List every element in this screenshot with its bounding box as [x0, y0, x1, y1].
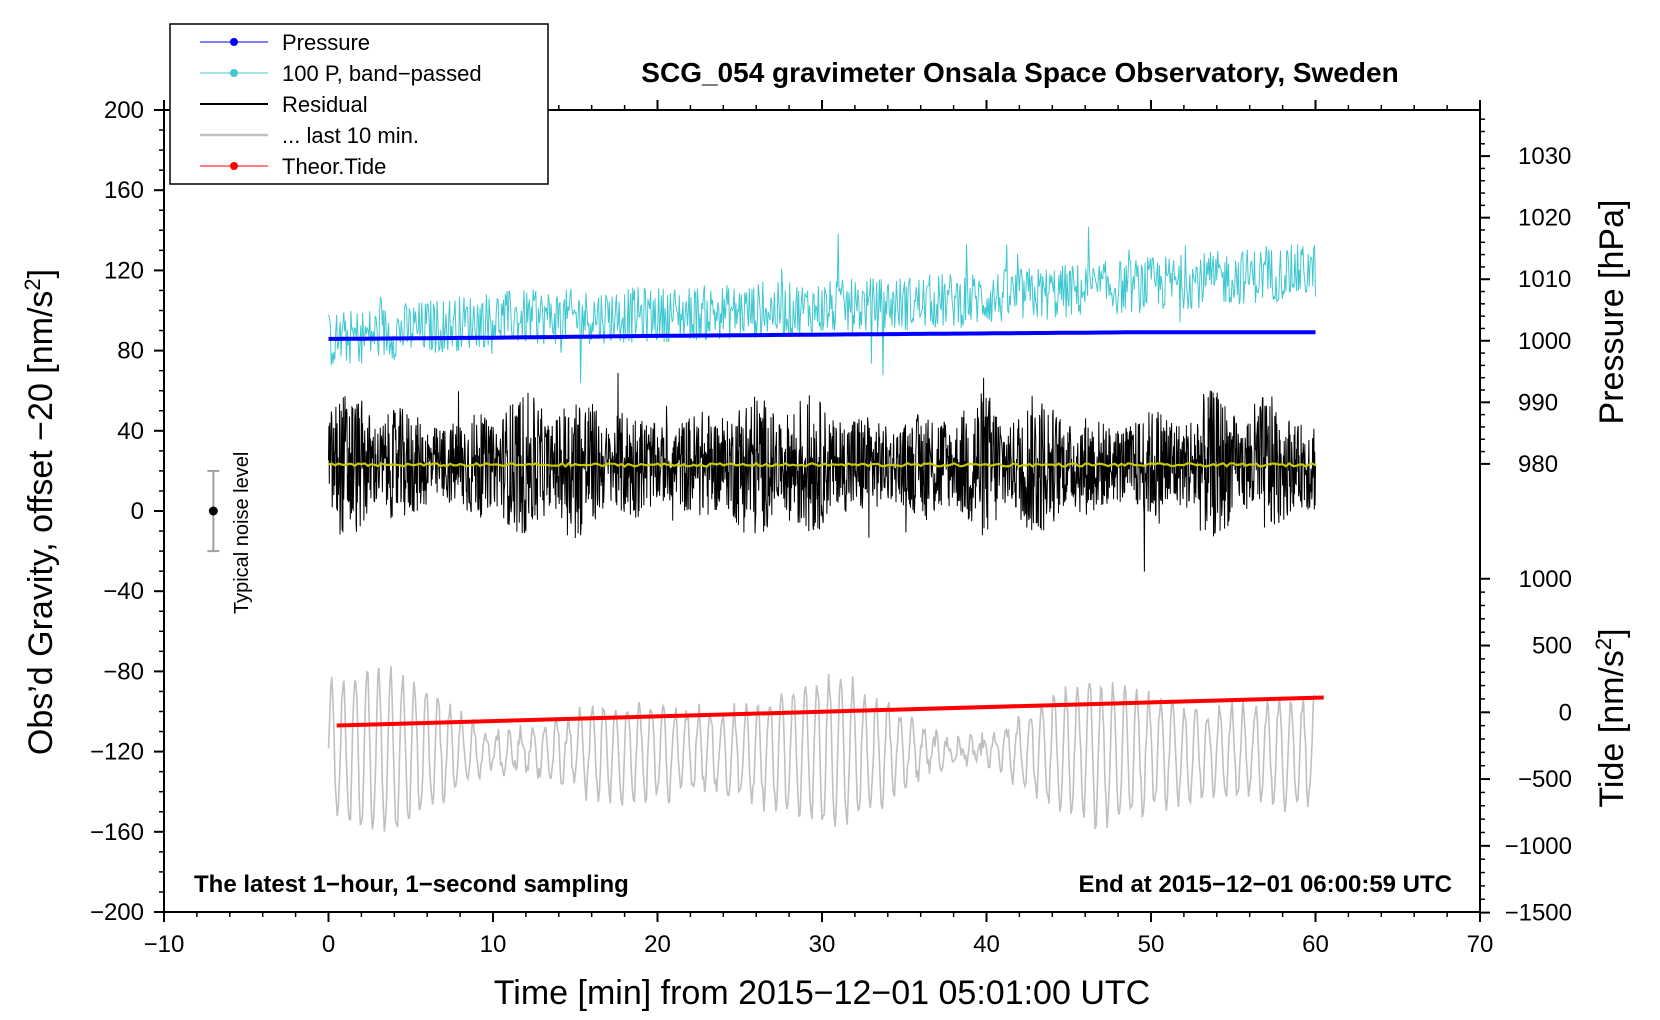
pressure-series: [328, 330, 1316, 341]
y-tick-label: −120: [90, 739, 144, 766]
band-passed-pressure-series: [328, 226, 1316, 383]
noise-label: Typical noise level: [231, 452, 253, 614]
x-tick-label: 20: [644, 931, 671, 958]
y-tick-label: 0: [131, 498, 144, 525]
y-tick-label: 120: [104, 257, 144, 284]
y-tick-label: −40: [103, 578, 144, 605]
y-axis-title-main: Obs’d Gravity, offset −20 [nm/s: [22, 291, 60, 756]
residual-series: [328, 372, 1316, 572]
tide-tick-label: 0: [1559, 699, 1572, 726]
y-tick-label: 40: [117, 418, 144, 445]
y-axis-pressure: 980 990 1000 1010 1020 1030: [1480, 118, 1571, 478]
y-tick-label: −200: [90, 899, 144, 926]
tide-line: [336, 695, 1324, 728]
x-tick-label: 60: [1302, 931, 1329, 958]
chart-title: SCG_054 gravimeter Onsala Space Observat…: [641, 57, 1398, 88]
noise-center-dot: [208, 506, 218, 516]
y-axis-gravity: −200 −160 −120 −80 −40 0 40 80 120 160 200: [90, 97, 164, 926]
pressure-tick-label: 980: [1518, 451, 1558, 478]
annotation-bottom-left: The latest 1−hour, 1−second sampling: [194, 871, 629, 898]
band-passed-line: [328, 226, 1316, 383]
tide-axis-title: Tide [nm/s2]: [1591, 628, 1631, 807]
y-axis-tide: −1500 −1000 −500 0 500 1000: [1480, 566, 1572, 927]
tide-tick-label: 1000: [1519, 566, 1572, 593]
y-axis-title-end: ]: [22, 269, 60, 278]
x-tick-label: −10: [144, 931, 185, 958]
pressure-axis-title: Pressure [hPa]: [1593, 200, 1631, 425]
theoretical-tide-series: [336, 695, 1324, 728]
y-axis-title-sup: 2: [20, 278, 45, 290]
tide-axis-title-main: Tide [nm/s: [1593, 650, 1631, 807]
pressure-tick-label: 1010: [1518, 266, 1571, 293]
pressure-tick-label: 1030: [1518, 143, 1571, 170]
x-tick-label: 40: [973, 931, 1000, 958]
y-axis-title: Obs’d Gravity, offset −20 [nm/s2]: [20, 269, 60, 755]
typical-noise-marker: [207, 469, 220, 553]
y-tick-label: 160: [104, 177, 144, 204]
legend: Pressure 100 P, band−passed Residual ... la…: [169, 23, 549, 185]
legend-label: ... last 10 min.: [282, 123, 419, 148]
pressure-tick-label: 990: [1518, 389, 1558, 416]
pressure-line: [328, 330, 1316, 341]
y-tick-label: 80: [117, 338, 144, 365]
pressure-tick-label: 1020: [1518, 205, 1571, 232]
tide-tick-label: 500: [1532, 633, 1572, 660]
y-tick-label: −160: [90, 819, 144, 846]
legend-label: Residual: [282, 92, 368, 117]
last-10-min-series: [327, 665, 1317, 832]
legend-swatch-dot: [230, 162, 238, 170]
pressure-tick-label: 1000: [1518, 328, 1571, 355]
x-axis-title: Time [min] from 2015−12−01 05:01:00 UTC: [494, 974, 1150, 1012]
x-tick-label: 10: [480, 931, 507, 958]
tide-tick-label: −1500: [1505, 900, 1572, 927]
x-tick-label: 30: [809, 931, 836, 958]
residual-line: [328, 372, 1316, 572]
smoothed-residual-line: [328, 461, 1316, 468]
legend-label: Theor.Tide: [282, 154, 386, 179]
tide-tick-label: −500: [1518, 766, 1572, 793]
y-tick-label: 200: [104, 97, 144, 124]
tide-tick-label: −1000: [1505, 833, 1572, 860]
legend-swatch-dot: [230, 38, 238, 46]
tide-axis-title-end: ]: [1593, 628, 1631, 637]
legend-swatch-dot: [230, 69, 238, 77]
x-tick-label: 50: [1138, 931, 1165, 958]
tide-axis-title-sup: 2: [1591, 638, 1616, 650]
smoothed-residual-series: [328, 461, 1316, 468]
last-10-min-line: [327, 665, 1317, 832]
legend-label: 100 P, band−passed: [282, 61, 482, 86]
x-tick-label: 0: [322, 931, 335, 958]
legend-label: Pressure: [282, 30, 370, 55]
y-tick-label: −80: [103, 658, 144, 685]
annotation-bottom-right: End at 2015−12−01 06:00:59 UTC: [1078, 871, 1452, 898]
x-tick-label: 70: [1467, 931, 1494, 958]
